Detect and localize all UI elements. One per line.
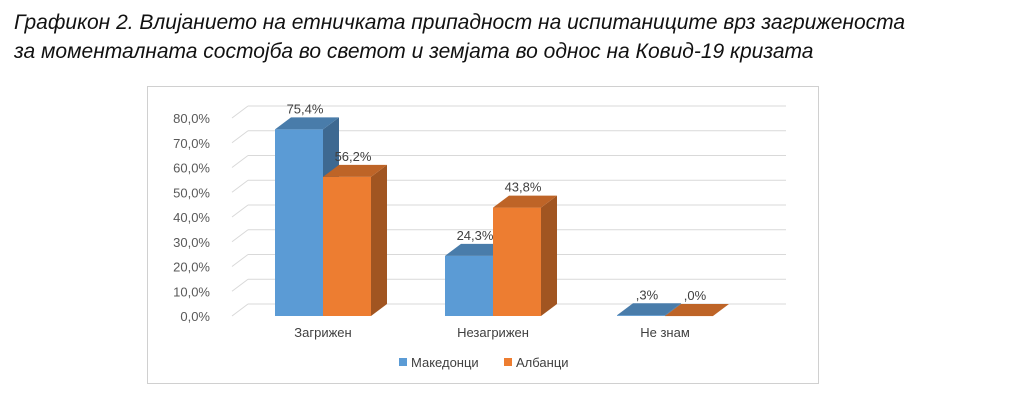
bar-top xyxy=(275,117,339,130)
bar xyxy=(617,315,665,316)
y-tick-label: 10,0% xyxy=(173,284,210,299)
gridline-depth xyxy=(231,130,249,144)
caption-line-1: Графикон 2. Влијанието на етничката прип… xyxy=(14,11,906,34)
data-label: 43,8% xyxy=(505,180,542,195)
y-tick-label: 60,0% xyxy=(173,161,210,176)
gridline-depth xyxy=(231,105,249,119)
data-label: 56,2% xyxy=(335,149,372,164)
legend-label: Албанци xyxy=(516,355,569,370)
data-label: ,3% xyxy=(636,287,659,302)
y-tick-label: 20,0% xyxy=(173,260,210,275)
bar-side xyxy=(541,195,557,316)
data-label: ,0% xyxy=(684,288,707,303)
x-tick-label: Не знам xyxy=(640,325,690,340)
gridline-depth xyxy=(231,254,249,267)
caption-line-2: за моменталната состојба во светот и зем… xyxy=(14,40,814,63)
chart-frame xyxy=(147,86,819,384)
y-tick-label: 70,0% xyxy=(173,136,210,151)
y-tick-label: 80,0% xyxy=(173,111,210,126)
bar-top xyxy=(665,304,729,316)
bar xyxy=(323,176,371,316)
bar xyxy=(493,207,541,316)
bar-top xyxy=(323,164,387,177)
legend-swatch xyxy=(504,358,512,366)
x-tick-label: Загрижен xyxy=(294,325,351,340)
data-label: 75,4% xyxy=(287,101,324,116)
data-label: 24,3% xyxy=(457,228,494,243)
bar-top xyxy=(493,195,557,208)
y-tick-label: 50,0% xyxy=(173,185,210,200)
bar xyxy=(445,255,493,316)
gridline-depth xyxy=(231,179,249,193)
legend-swatch xyxy=(399,358,407,366)
gridline-depth xyxy=(231,303,249,317)
y-tick-label: 40,0% xyxy=(173,210,210,225)
legend-label: Македонци xyxy=(411,355,479,370)
bar-side xyxy=(371,164,387,316)
y-tick-label: 30,0% xyxy=(173,235,210,250)
x-tick-label: Незагрижен xyxy=(457,325,529,340)
bar-side xyxy=(665,303,681,316)
bar-top xyxy=(617,303,681,316)
gridline-depth xyxy=(231,204,249,218)
gridline-depth xyxy=(231,278,249,292)
gridline-depth xyxy=(231,229,249,243)
figure-caption: Графикон 2. Влијанието на етничката прип… xyxy=(14,8,1014,66)
gridline-depth xyxy=(231,155,249,168)
y-tick-label: 0,0% xyxy=(180,309,210,324)
bar xyxy=(275,129,323,316)
